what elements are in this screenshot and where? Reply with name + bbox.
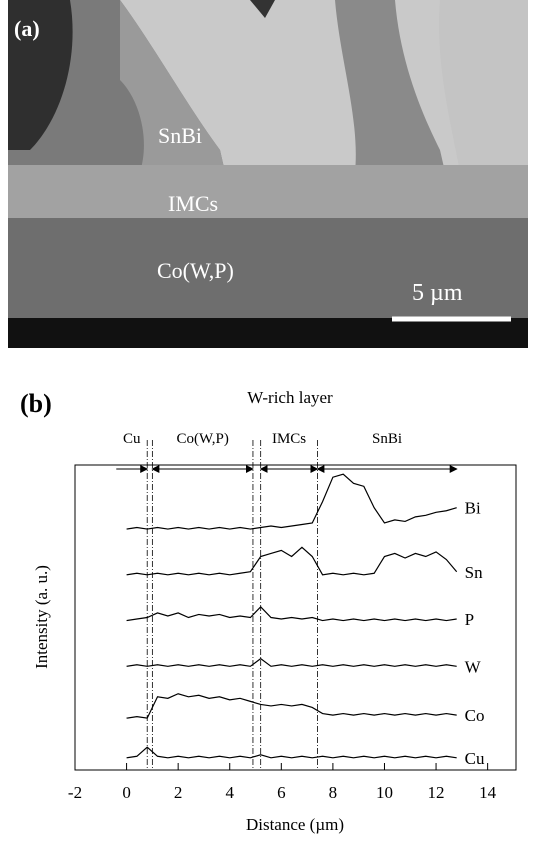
- x-tick-label: 10: [376, 783, 393, 802]
- x-tick-label: 4: [225, 783, 234, 802]
- series-label: Sn: [465, 563, 483, 582]
- region-label: Co(W,P): [176, 431, 228, 447]
- x-tick-label: 8: [329, 783, 338, 802]
- image-label: IMCs: [168, 191, 218, 216]
- trace: [126, 473, 457, 530]
- region-label: IMCs: [272, 431, 306, 447]
- x-tick-label: 14: [479, 783, 497, 802]
- x-tick-label: 0: [122, 783, 131, 802]
- x-axis-label: Distance (µm): [246, 815, 344, 834]
- scale-bar-label: 5 µm: [412, 280, 463, 306]
- panel-label: (b): [20, 389, 52, 418]
- series-label: Cu: [465, 749, 485, 768]
- y-axis-label: Intensity (a. u.): [32, 565, 51, 669]
- trace: [126, 657, 457, 667]
- trace: [126, 546, 458, 576]
- region-label: SnBi: [372, 431, 402, 447]
- trace: [126, 746, 457, 759]
- x-tick-label: 12: [428, 783, 445, 802]
- x-tick-label: 6: [277, 783, 286, 802]
- x-tick-label: 2: [174, 783, 183, 802]
- sem-image: (a) SnBi IMCs Co(W,P) 5 µm: [8, 0, 528, 348]
- image-label: Co(W,P): [157, 258, 234, 283]
- series-label: W: [465, 657, 482, 676]
- x-tick-label: -2: [68, 783, 82, 802]
- trace: [126, 605, 457, 622]
- region-label: Cu: [123, 431, 141, 447]
- chart-title: W-rich layer: [247, 388, 333, 407]
- series-label: P: [465, 610, 474, 629]
- panel-label: (a): [14, 16, 40, 41]
- series-label: Bi: [465, 499, 481, 518]
- trace: [126, 693, 457, 719]
- series-label: Co: [465, 706, 485, 725]
- image-label: SnBi: [158, 123, 202, 148]
